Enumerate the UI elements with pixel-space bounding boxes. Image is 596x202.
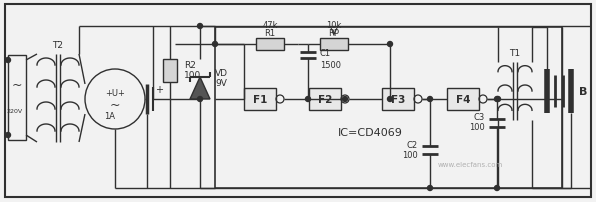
Bar [256,39,284,51]
Text: F2: F2 [318,95,332,104]
Bar [447,88,479,110]
Circle shape [306,97,311,102]
Text: +U+: +U+ [105,88,125,97]
Polygon shape [190,78,210,100]
Circle shape [495,97,499,102]
Text: ~: ~ [12,79,22,92]
Bar [215,28,562,188]
Bar [163,60,177,83]
Text: 10k: 10k [327,20,342,29]
Text: VD: VD [215,68,228,77]
Text: IC=CD4069: IC=CD4069 [337,127,402,137]
Text: 9V: 9V [215,78,227,87]
Text: R1: R1 [265,28,275,37]
Circle shape [343,97,347,102]
Bar [309,88,341,110]
Text: 100: 100 [184,71,201,80]
Circle shape [495,97,501,102]
Text: www.elecfans.com: www.elecfans.com [437,161,502,167]
Circle shape [427,186,433,190]
Circle shape [5,58,11,63]
Circle shape [213,42,218,47]
Text: C1: C1 [320,48,331,57]
Text: 100: 100 [402,150,418,159]
Circle shape [197,97,203,102]
Circle shape [495,186,499,190]
Circle shape [387,97,393,102]
Circle shape [197,24,203,29]
Text: RP: RP [328,28,340,37]
Circle shape [387,42,393,47]
Bar [320,39,348,51]
Text: 100: 100 [469,123,485,132]
Circle shape [5,133,11,138]
Bar [8,56,26,140]
Text: C3: C3 [474,113,485,122]
Text: F1: F1 [253,95,267,104]
Text: T2: T2 [52,40,64,49]
Text: 1A: 1A [104,112,116,121]
Text: R2: R2 [184,60,196,69]
Circle shape [427,97,433,102]
Text: C2: C2 [407,140,418,149]
Bar [244,88,276,110]
Text: 47k: 47k [262,21,278,30]
Bar [382,88,414,110]
Text: ~: ~ [110,98,120,111]
Text: 220V: 220V [7,108,23,113]
Text: B: B [579,87,587,97]
Text: +: + [155,85,163,95]
Text: F4: F4 [456,95,470,104]
Text: T1: T1 [510,48,520,57]
Text: F3: F3 [391,95,405,104]
Text: 1500: 1500 [320,60,341,69]
